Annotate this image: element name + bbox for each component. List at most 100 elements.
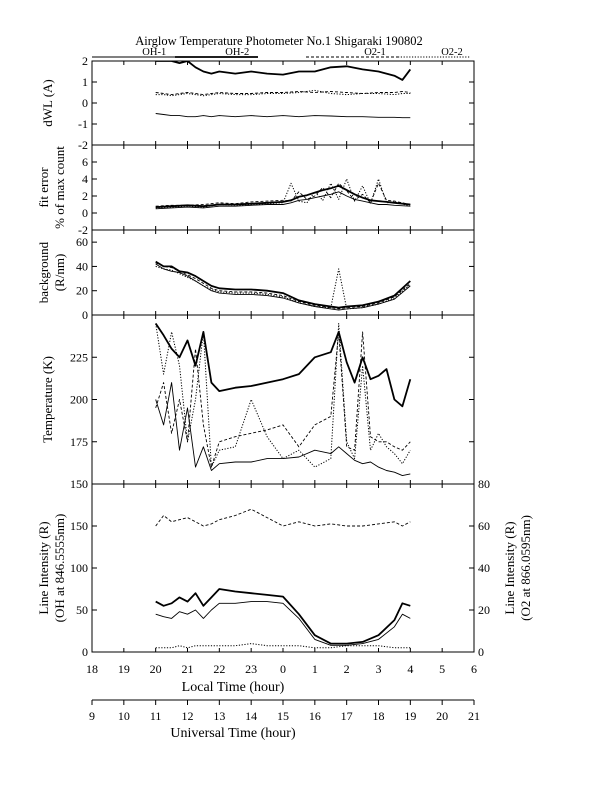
series-group bbox=[154, 322, 412, 477]
panel-temperature: 225 200 175 150 Temperature (K) bbox=[40, 314, 475, 491]
series-group bbox=[155, 61, 412, 119]
series-oh-2 bbox=[155, 588, 411, 645]
ut-tick-label: 19 bbox=[404, 709, 416, 723]
ut-tick-label: 14 bbox=[245, 709, 257, 723]
y-tick-label: 150 bbox=[70, 477, 88, 491]
y-tick-label: 175 bbox=[70, 435, 88, 449]
local-time-axis-label: Local Time (hour) bbox=[182, 680, 285, 695]
panel-frame bbox=[91, 229, 475, 316]
legend-label-oh-2: OH-2 bbox=[225, 47, 249, 58]
ut-tick-label: 9 bbox=[89, 709, 95, 723]
series-group bbox=[155, 178, 411, 210]
y-axis-label: Line Intensity (R) bbox=[36, 521, 51, 614]
y-tick-label-right: 80 bbox=[478, 477, 490, 491]
y-tick-label: 50 bbox=[76, 603, 88, 617]
panel-dwl: 2 1 0 -1 -2 dWL (A) bbox=[40, 54, 475, 152]
series-group bbox=[155, 260, 411, 311]
y-tick-label: 200 bbox=[70, 393, 88, 407]
y-tick-label: 0 bbox=[82, 645, 88, 659]
series-oh-2 bbox=[155, 184, 411, 208]
y-tick-label: 0 bbox=[82, 308, 88, 322]
panel-frame bbox=[91, 60, 475, 146]
ut-tick-label: 15 bbox=[277, 709, 289, 723]
ut-tick-label: 10 bbox=[118, 709, 130, 723]
local-time-tick-label: 19 bbox=[118, 662, 130, 676]
local-time-tick-label: 20 bbox=[150, 662, 162, 676]
legend-label-oh-1: OH-1 bbox=[142, 47, 166, 58]
ut-tick-label: 16 bbox=[309, 709, 321, 723]
panel-frame bbox=[91, 483, 475, 653]
series-o2-1 bbox=[155, 262, 411, 310]
local-time-tick-label: 3 bbox=[376, 662, 382, 676]
y-axis-label-2: (OH at 846.5555nm) bbox=[52, 514, 67, 623]
y-tick-label: 225 bbox=[70, 350, 88, 364]
y-tick-label-right: 40 bbox=[478, 561, 490, 575]
local-time-tick-label: 18 bbox=[86, 662, 98, 676]
y-tick-label: 0 bbox=[82, 96, 88, 110]
y-axis-label: Temperature (K) bbox=[40, 356, 55, 443]
series-o2-2 bbox=[155, 323, 411, 468]
local-time-tick-label: 5 bbox=[439, 662, 445, 676]
local-time-tick-label: 2 bbox=[344, 662, 350, 676]
y-tick-label: 40 bbox=[76, 259, 88, 273]
local-time-tick-label: 4 bbox=[407, 662, 413, 676]
series-o2-1 bbox=[155, 331, 411, 468]
y-tick-label: 2 bbox=[82, 54, 88, 68]
y-tick-label: -1 bbox=[78, 117, 88, 131]
legend-label-o2-1: O2-1 bbox=[364, 47, 386, 58]
panel-fit-error: 6 4 2 0 -2 fit error% of max count bbox=[36, 144, 475, 237]
y-tick-label: 0 bbox=[82, 206, 88, 220]
y-tick-label: 20 bbox=[76, 284, 88, 298]
y-tick-label-right: 60 bbox=[478, 519, 490, 533]
y-axis-label-right-2: (O2 at 866.0595nm) bbox=[518, 515, 533, 621]
y-tick-label: 1 bbox=[82, 75, 88, 89]
series-oh-1 bbox=[155, 263, 411, 311]
y-axis-label: fit error bbox=[36, 167, 51, 208]
local-time-tick-label: 6 bbox=[471, 662, 477, 676]
legend-label-o2-2: O2-2 bbox=[441, 47, 463, 58]
ut-tick-label: 21 bbox=[468, 709, 480, 723]
series-o2-1 bbox=[155, 508, 411, 527]
series-oh-2 bbox=[155, 260, 411, 309]
y-tick-label: 150 bbox=[70, 519, 88, 533]
local-time-tick-label: 1 bbox=[312, 662, 318, 676]
series-o2-1 bbox=[155, 91, 411, 96]
local-time-tick-label: 23 bbox=[245, 662, 257, 676]
y-tick-label: 6 bbox=[82, 155, 88, 169]
legend: OH-1 OH-2 O2-1 O2-2 bbox=[92, 47, 470, 58]
series-oh-2 bbox=[154, 322, 412, 408]
ut-tick-label: 11 bbox=[150, 709, 162, 723]
series-oh-1 bbox=[155, 191, 411, 210]
y-tick-label: 4 bbox=[82, 172, 88, 186]
y-axis-label: dWL (A) bbox=[40, 79, 55, 127]
ut-tick-label: 17 bbox=[341, 709, 353, 723]
panel-background: 60 40 20 0 background (R/nm) bbox=[36, 229, 475, 322]
series-group bbox=[155, 508, 411, 649]
series-o2-2 bbox=[155, 643, 411, 649]
figure-title: Airglow Temperature Photometer No.1 Shig… bbox=[135, 34, 423, 48]
y-tick-label: -2 bbox=[78, 138, 88, 152]
y-axis-label-2: (R/nm) bbox=[52, 254, 67, 292]
panel-frame bbox=[91, 144, 475, 231]
ut-tick-label: 13 bbox=[213, 709, 225, 723]
y-tick-label: -2 bbox=[78, 223, 88, 237]
ut-tick-label: 20 bbox=[436, 709, 448, 723]
series-o2-2 bbox=[155, 178, 411, 209]
local-time-tick-label: 22 bbox=[213, 662, 225, 676]
local-time-tick-label: 21 bbox=[182, 662, 194, 676]
ut-tick-label: 18 bbox=[373, 709, 385, 723]
y-tick-label: 2 bbox=[82, 189, 88, 203]
y-tick-label-right: 20 bbox=[478, 603, 490, 617]
ut-axis-label: Universal Time (hour) bbox=[170, 726, 296, 741]
ut-tick-label: 12 bbox=[182, 709, 194, 723]
y-axis-label: background bbox=[36, 241, 51, 303]
series-o2-2 bbox=[155, 89, 411, 97]
local-time-tick-label: 0 bbox=[280, 662, 286, 676]
y-tick-label: 60 bbox=[76, 235, 88, 249]
y-axis-label-2: % of max count bbox=[52, 146, 67, 229]
series-oh-2 bbox=[155, 61, 412, 81]
